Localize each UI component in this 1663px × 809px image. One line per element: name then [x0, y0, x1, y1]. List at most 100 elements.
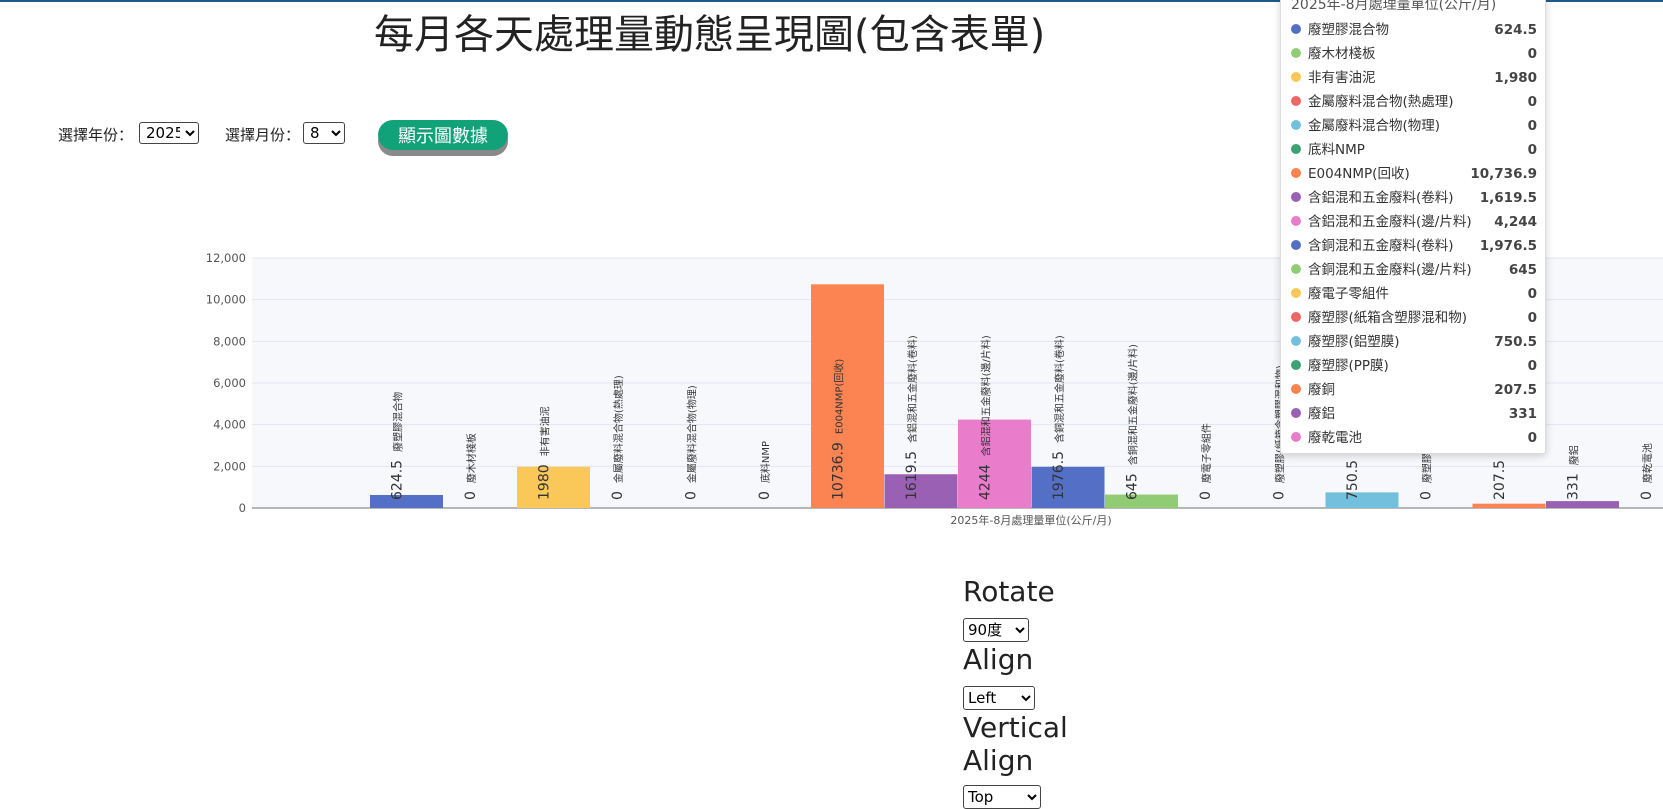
tooltip-series-value: 0	[1527, 358, 1537, 374]
tooltip-series-name: 廢電子零組件	[1308, 286, 1389, 302]
vertical-align-select[interactable]: Top	[963, 785, 1041, 809]
bar-label-16: 331廢鋁	[1566, 445, 1582, 500]
bar-label-5: 0底料NMP	[757, 441, 773, 500]
series-dot-icon	[1291, 432, 1301, 442]
tooltip-series-name: 廢銅	[1308, 382, 1335, 398]
tooltip-row: 廢塑膠(紙箱含塑膠混和物) 0	[1291, 307, 1537, 329]
tooltip-series-name: 含鋁混和五金廢料(邊/片料)	[1308, 214, 1472, 230]
tooltip-series-name: 含銅混和五金廢料(邊/片料)	[1308, 262, 1472, 278]
bar-label-2: 1980非有害油泥	[537, 406, 553, 500]
bar-6[interactable]	[811, 284, 884, 508]
vertical-align-label-line1: Vertical	[963, 711, 1068, 744]
y-tick-label: 10,000	[206, 293, 246, 307]
x-axis-label: 2025年-8月處理量單位(公斤/月)	[950, 513, 1111, 527]
series-dot-icon	[1291, 216, 1301, 226]
bar-label-8: 4244含鋁混和五金廢料(邊/片料)	[978, 335, 994, 500]
bar-label-1: 0廢木材棧板	[463, 433, 479, 500]
series-dot-icon	[1291, 240, 1301, 250]
bar-label-10: 645含銅混和五金廢料(邊/片料)	[1125, 344, 1141, 500]
bar-label-3: 0金屬廢料混合物(熱處理)	[610, 375, 626, 500]
tooltip-row: 廢塑膠(鋁塑膜) 750.5	[1291, 331, 1537, 353]
tooltip-series-value: 0	[1527, 286, 1537, 302]
month-label: 選擇月份：	[225, 126, 301, 144]
tooltip-series-value: 0	[1527, 142, 1537, 158]
chart-tooltip: 2025年-8月處理量單位(公斤/月) 廢塑膠混合物 624.5 廢木材棧板 0 非有害…	[1280, 0, 1546, 454]
series-dot-icon	[1291, 144, 1301, 154]
rotate-select[interactable]: 90度	[963, 618, 1029, 642]
tooltip-series-name: 金屬廢料混合物(物理)	[1308, 118, 1441, 134]
y-tick-label: 4,000	[213, 418, 246, 432]
tooltip-series-value: 0	[1527, 46, 1537, 62]
series-dot-icon	[1291, 336, 1301, 346]
bar-9[interactable]	[1031, 466, 1105, 508]
bar-7[interactable]	[884, 474, 958, 508]
tooltip-series-name: 廢塑膠(PP膜)	[1308, 358, 1389, 374]
tooltip-row: 金屬廢料混合物(熱處理) 0	[1291, 91, 1537, 113]
series-dot-icon	[1291, 24, 1301, 34]
vertical-align-label-line2: Align	[963, 744, 1034, 777]
series-dot-icon	[1291, 120, 1301, 130]
align-label: Align	[963, 643, 1034, 676]
tooltip-series-value: 207.5	[1494, 382, 1537, 398]
tooltip-series-value: 0	[1527, 430, 1537, 446]
chart-labels: 624.5廢塑膠混合物 0廢木材棧板 1980非有害油泥 0金屬廢料混合物(熱處理) 0…	[390, 335, 1656, 500]
show-chart-button[interactable]: 顯示圖數據	[378, 120, 508, 150]
bar-13[interactable]	[1325, 492, 1399, 508]
series-dot-icon	[1291, 408, 1301, 418]
tooltip-series-name: 廢塑膠混合物	[1308, 22, 1389, 38]
tooltip-series-name: 廢塑膠(紙箱含塑膠混和物)	[1308, 310, 1468, 326]
bar-0[interactable]	[370, 494, 443, 508]
series-dot-icon	[1291, 264, 1301, 274]
y-tick-label: 6,000	[213, 376, 246, 390]
tooltip-row: 廢木材棧板 0	[1291, 43, 1537, 65]
bar-2[interactable]	[517, 466, 590, 508]
tooltip-series-name: 廢乾電池	[1308, 430, 1362, 446]
tooltip-series-name: E004NMP(回收)	[1308, 166, 1410, 182]
tooltip-title: 2025年-8月處理量單位(公斤/月)	[1291, 0, 1497, 13]
tooltip-series-value: 645	[1508, 262, 1537, 278]
tooltip-row: 廢塑膠(PP膜) 0	[1291, 355, 1537, 377]
series-dot-icon	[1291, 96, 1301, 106]
tooltip-series-value: 1,980	[1494, 70, 1537, 86]
tooltip-series-name: 廢鋁	[1308, 406, 1335, 422]
tooltip-row: 含鋁混和五金廢料(卷料) 1,619.5	[1291, 187, 1537, 209]
tooltip-series-value: 1,619.5	[1479, 190, 1537, 206]
tooltip-series-value: 624.5	[1494, 22, 1537, 38]
page-title: 每月各天處理量動態呈現圖(包含表單)	[374, 12, 1046, 58]
bar-label-0: 624.5廢塑膠混合物	[390, 392, 406, 500]
tooltip-series-value: 750.5	[1494, 334, 1537, 350]
tooltip-row: 廢塑膠混合物 624.5	[1291, 19, 1537, 41]
series-dot-icon	[1291, 192, 1301, 202]
tooltip-series-name: 含鋁混和五金廢料(卷料)	[1308, 190, 1454, 206]
bar-label-4: 0金屬廢料混合物(物理)	[684, 385, 700, 500]
tooltip-series-value: 0	[1527, 310, 1537, 326]
tooltip-series-value: 10,736.9	[1470, 166, 1537, 182]
bar-8[interactable]	[958, 419, 1031, 508]
series-dot-icon	[1291, 168, 1301, 178]
align-select[interactable]: Left	[963, 686, 1035, 710]
bar-16[interactable]	[1546, 501, 1619, 508]
tooltip-series-value: 4,244	[1494, 214, 1537, 230]
tooltip-series-name: 含銅混和五金廢料(卷料)	[1308, 238, 1454, 254]
tooltip-row: 含銅混和五金廢料(邊/片料) 645	[1291, 259, 1537, 281]
series-dot-icon	[1291, 360, 1301, 370]
tooltip-row: 含鋁混和五金廢料(邊/片料) 4,244	[1291, 211, 1537, 233]
series-dot-icon	[1291, 48, 1301, 58]
rotate-label: Rotate	[963, 575, 1055, 608]
year-select[interactable]: 2025	[139, 122, 199, 144]
tooltip-row: 廢銅 207.5	[1291, 379, 1537, 401]
year-label: 選擇年份：	[58, 126, 134, 144]
bar-15[interactable]	[1472, 503, 1546, 508]
series-dot-icon	[1291, 72, 1301, 82]
y-tick-label: 0	[239, 501, 246, 515]
top-border	[0, 0, 1663, 2]
series-dot-icon	[1291, 288, 1301, 298]
tooltip-series-name: 廢木材棧板	[1308, 46, 1376, 62]
bar-10[interactable]	[1105, 494, 1178, 508]
month-select[interactable]: 8	[303, 122, 345, 144]
tooltip-row: 廢鋁 331	[1291, 403, 1537, 425]
bar-label-9: 1976.5含銅混和五金廢料(卷料)	[1051, 335, 1067, 500]
tooltip-row: 底料NMP 0	[1291, 139, 1537, 161]
tooltip-row: E004NMP(回收) 10,736.9	[1291, 163, 1537, 185]
tooltip-series-name: 廢塑膠(鋁塑膜)	[1308, 334, 1400, 350]
